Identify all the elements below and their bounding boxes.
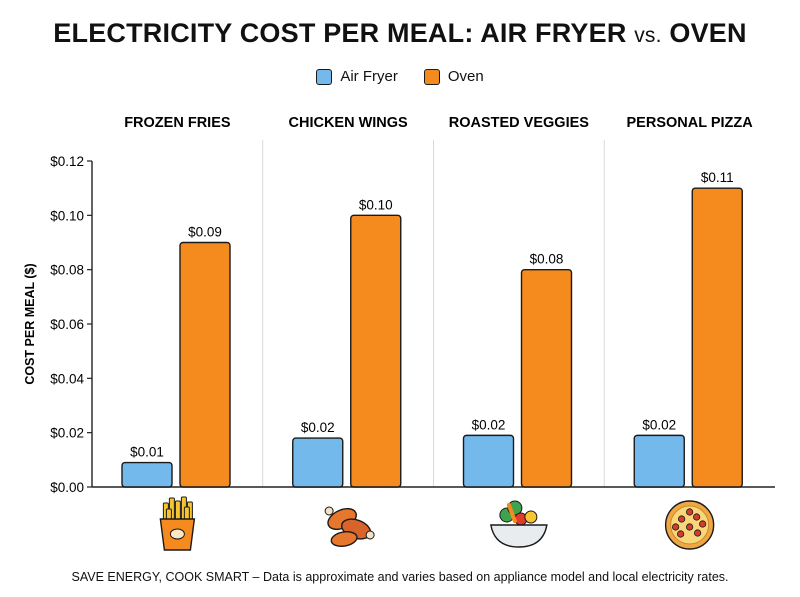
title-part-2: OVEN xyxy=(661,18,747,48)
bar-oven xyxy=(520,268,573,488)
bar-air-fryer xyxy=(292,437,344,488)
legend-swatch-air-fryer xyxy=(316,68,333,85)
title-vs: vs. xyxy=(634,24,662,47)
legend-item-air-fryer: Air Fryer xyxy=(316,68,398,85)
data-label-oven: $0.08 xyxy=(530,252,564,267)
bar-air-fryer xyxy=(633,434,685,488)
legend-item-oven: Oven xyxy=(423,68,484,85)
pizza-icon xyxy=(664,500,715,550)
chart-legend: Air Fryer Oven xyxy=(0,68,800,85)
data-label-oven: $0.10 xyxy=(359,197,393,212)
fries-icon xyxy=(159,496,196,551)
y-tick-label: $0.08 xyxy=(50,263,84,278)
data-label-air-fryer: $0.02 xyxy=(472,417,506,432)
footnote: SAVE ENERGY, COOK SMART – Data is approx… xyxy=(71,570,729,584)
data-label-oven: $0.11 xyxy=(701,170,734,185)
data-label-air-fryer: $0.01 xyxy=(130,445,164,460)
data-label-air-fryer: $0.02 xyxy=(642,417,676,432)
y-tick-label: $0.04 xyxy=(50,371,84,386)
legend-swatch-oven xyxy=(423,68,440,85)
category-label: FROZEN FRIES xyxy=(124,115,231,131)
y-tick-label: $0.10 xyxy=(50,208,84,223)
category-label: CHICKEN WINGS xyxy=(289,115,409,131)
bar-oven xyxy=(179,241,231,488)
chicken-wings-icon xyxy=(324,506,375,547)
y-axis-title: COST PER MEAL ($) xyxy=(23,263,37,384)
category-label: ROASTED VEGGIES xyxy=(449,115,590,131)
bar-oven xyxy=(350,214,402,488)
chart-title: ELECTRICITY COST PER MEAL: AIR FRYER vs.… xyxy=(0,18,800,49)
legend-label-air-fryer: Air Fryer xyxy=(340,68,398,85)
data-label-air-fryer: $0.02 xyxy=(301,420,335,435)
data-label-oven: $0.09 xyxy=(188,225,222,240)
bar-oven xyxy=(691,187,743,488)
bar-air-fryer xyxy=(462,434,515,488)
title-part-1: ELECTRICITY COST PER MEAL: AIR FRYER xyxy=(53,18,635,48)
y-tick-label: $0.00 xyxy=(50,480,84,495)
veggie-bowl-icon xyxy=(490,500,548,548)
y-tick-label: $0.02 xyxy=(50,426,84,441)
legend-label-oven: Oven xyxy=(447,68,484,85)
y-tick-label: $0.06 xyxy=(50,317,84,332)
category-label: PERSONAL PIZZA xyxy=(627,115,754,131)
bar-air-fryer xyxy=(121,461,173,488)
y-tick-label: $0.12 xyxy=(50,154,84,169)
